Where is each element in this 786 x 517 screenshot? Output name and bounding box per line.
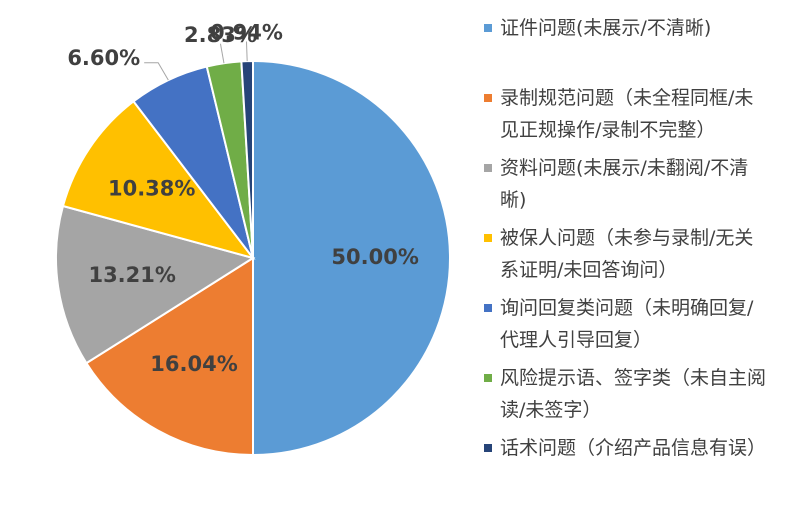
pie-slice bbox=[61, 99, 256, 260]
data-label: 2.83% bbox=[184, 23, 257, 47]
pie-slice bbox=[252, 59, 451, 457]
data-label: 10.38% bbox=[108, 177, 195, 201]
legend-label: 被保人问题（未参与录制/无关系证明/未回答询问） bbox=[500, 227, 754, 281]
pie-slice bbox=[85, 256, 254, 457]
legend-label: 录制规范问题（未全程同框/未见正规操作/录制不完整） bbox=[500, 87, 754, 141]
legend-label: 资料问题(未展示/未翻阅/不清晰) bbox=[500, 157, 749, 211]
legend-item: 证件问题(未展示/不清晰) bbox=[480, 12, 770, 76]
legend-swatch bbox=[484, 374, 492, 382]
legend-swatch bbox=[484, 164, 492, 172]
legend-item: 录制规范问题（未全程同框/未见正规操作/录制不完整） bbox=[480, 82, 770, 146]
legend-label: 证件问题(未展示/不清晰) bbox=[500, 17, 712, 39]
legend-swatch bbox=[484, 24, 492, 32]
legend-label: 话术问题（介绍产品信息有误） bbox=[500, 437, 767, 459]
leader-line bbox=[245, 41, 248, 62]
legend-item: 资料问题(未展示/未翻阅/不清晰) bbox=[480, 152, 770, 216]
legend-item: 风险提示语、签字类（未自主阅读/未签字） bbox=[480, 362, 770, 426]
legend-item: 话术问题（介绍产品信息有误） bbox=[480, 432, 770, 496]
leader-line bbox=[144, 62, 169, 81]
legend-item: 被保人问题（未参与录制/无关系证明/未回答询问） bbox=[480, 222, 770, 286]
data-label: 50.00% bbox=[331, 245, 418, 269]
legend-swatch bbox=[484, 304, 492, 312]
legend-label: 风险提示语、签字类（未自主阅读/未签字） bbox=[500, 367, 767, 421]
legend-swatch bbox=[484, 94, 492, 102]
pie-slice bbox=[240, 59, 254, 259]
legend-item: 询问回复类问题（未明确回复/代理人引导回复） bbox=[480, 292, 770, 356]
data-label: 0.94% bbox=[210, 20, 283, 44]
data-label: 13.21% bbox=[88, 263, 175, 287]
data-label: 6.60% bbox=[67, 46, 140, 70]
legend-label: 询问回复类问题（未明确回复/代理人引导回复） bbox=[500, 297, 754, 351]
legend: 证件问题(未展示/不清晰) 录制规范问题（未全程同框/未见正规操作/录制不完整） 资… bbox=[480, 12, 770, 496]
legend-swatch bbox=[484, 234, 492, 242]
leader-line bbox=[219, 43, 225, 64]
legend-swatch bbox=[484, 444, 492, 452]
data-label: 16.04% bbox=[150, 352, 237, 376]
pie-area: 50.00% 16.04% 13.21% 10.38% 6.60% 2.83%0.94% bbox=[55, 20, 451, 457]
